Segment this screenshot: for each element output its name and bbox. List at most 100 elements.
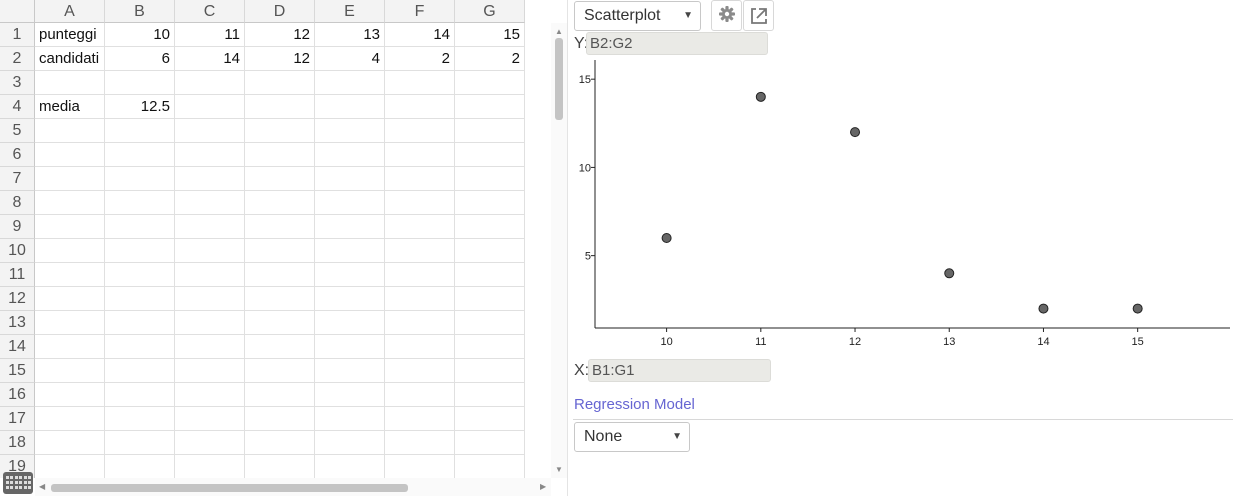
row-header-11[interactable]: 11 — [0, 263, 35, 287]
cell-g2[interactable]: 2 — [455, 47, 525, 71]
cell-f7[interactable] — [385, 167, 455, 191]
cell-a17[interactable] — [35, 407, 105, 431]
cell-d12[interactable] — [245, 287, 315, 311]
cell-c18[interactable] — [175, 431, 245, 455]
scroll-right-arrow-icon[interactable]: ▶ — [540, 482, 547, 491]
scroll-up-arrow-icon[interactable]: ▲ — [555, 27, 563, 36]
cell-e1[interactable]: 13 — [315, 23, 385, 47]
cell-d9[interactable] — [245, 215, 315, 239]
cell-a14[interactable] — [35, 335, 105, 359]
cell-a10[interactable] — [35, 239, 105, 263]
cell-b1[interactable]: 10 — [105, 23, 175, 47]
cell-d3[interactable] — [245, 71, 315, 95]
cell-c3[interactable] — [175, 71, 245, 95]
row-header-13[interactable]: 13 — [0, 311, 35, 335]
row-header-4[interactable]: 4 — [0, 95, 35, 119]
horizontal-scroll-thumb[interactable] — [51, 484, 408, 492]
cell-d1[interactable]: 12 — [245, 23, 315, 47]
cell-c4[interactable] — [175, 95, 245, 119]
cell-e16[interactable] — [315, 383, 385, 407]
cell-g14[interactable] — [455, 335, 525, 359]
cell-f19[interactable] — [385, 455, 455, 478]
vertical-scrollbar[interactable]: ▲ ▼ — [551, 23, 567, 478]
cell-d10[interactable] — [245, 239, 315, 263]
cell-c8[interactable] — [175, 191, 245, 215]
cell-e8[interactable] — [315, 191, 385, 215]
cell-e4[interactable] — [315, 95, 385, 119]
cell-b7[interactable] — [105, 167, 175, 191]
cell-a18[interactable] — [35, 431, 105, 455]
cell-e17[interactable] — [315, 407, 385, 431]
column-header-c[interactable]: C — [175, 0, 245, 23]
x-range-input[interactable]: B1:G1 — [588, 359, 771, 382]
column-header-e[interactable]: E — [315, 0, 385, 23]
cell-b4[interactable]: 12.5 — [105, 95, 175, 119]
cell-g9[interactable] — [455, 215, 525, 239]
cell-b18[interactable] — [105, 431, 175, 455]
column-header-a[interactable]: A — [35, 0, 105, 23]
cell-f13[interactable] — [385, 311, 455, 335]
cell-b12[interactable] — [105, 287, 175, 311]
cell-d5[interactable] — [245, 119, 315, 143]
cell-f8[interactable] — [385, 191, 455, 215]
row-header-15[interactable]: 15 — [0, 359, 35, 383]
cell-g19[interactable] — [455, 455, 525, 478]
scroll-down-arrow-icon[interactable]: ▼ — [555, 465, 563, 474]
cell-e13[interactable] — [315, 311, 385, 335]
cell-d13[interactable] — [245, 311, 315, 335]
cell-e12[interactable] — [315, 287, 385, 311]
cell-c9[interactable] — [175, 215, 245, 239]
cell-c13[interactable] — [175, 311, 245, 335]
cell-g15[interactable] — [455, 359, 525, 383]
cell-b16[interactable] — [105, 383, 175, 407]
cell-e19[interactable] — [315, 455, 385, 478]
row-header-9[interactable]: 9 — [0, 215, 35, 239]
row-header-3[interactable]: 3 — [0, 71, 35, 95]
column-header-g[interactable]: G — [455, 0, 525, 23]
cell-d11[interactable] — [245, 263, 315, 287]
cell-f2[interactable]: 2 — [385, 47, 455, 71]
cell-c5[interactable] — [175, 119, 245, 143]
cell-d16[interactable] — [245, 383, 315, 407]
cell-g10[interactable] — [455, 239, 525, 263]
cell-g18[interactable] — [455, 431, 525, 455]
column-header-d[interactable]: D — [245, 0, 315, 23]
cell-b8[interactable] — [105, 191, 175, 215]
cell-c2[interactable]: 14 — [175, 47, 245, 71]
cell-a2[interactable]: candidati — [35, 47, 105, 71]
cell-c11[interactable] — [175, 263, 245, 287]
row-header-5[interactable]: 5 — [0, 119, 35, 143]
cell-g11[interactable] — [455, 263, 525, 287]
cell-b13[interactable] — [105, 311, 175, 335]
cell-f14[interactable] — [385, 335, 455, 359]
cell-b6[interactable] — [105, 143, 175, 167]
column-header-b[interactable]: B — [105, 0, 175, 23]
row-header-14[interactable]: 14 — [0, 335, 35, 359]
cell-c6[interactable] — [175, 143, 245, 167]
cell-c14[interactable] — [175, 335, 245, 359]
spreadsheet[interactable]: A B C D E F G 1 punteggi 10 11 12 13 14 15 2 candidati 6 1… — [0, 0, 567, 496]
cell-g12[interactable] — [455, 287, 525, 311]
cell-c15[interactable] — [175, 359, 245, 383]
cell-d2[interactable]: 12 — [245, 47, 315, 71]
cell-f1[interactable]: 14 — [385, 23, 455, 47]
cell-f15[interactable] — [385, 359, 455, 383]
cell-d15[interactable] — [245, 359, 315, 383]
row-header-7[interactable]: 7 — [0, 167, 35, 191]
cell-d6[interactable] — [245, 143, 315, 167]
cell-e15[interactable] — [315, 359, 385, 383]
cell-b15[interactable] — [105, 359, 175, 383]
cell-a13[interactable] — [35, 311, 105, 335]
cell-d4[interactable] — [245, 95, 315, 119]
cell-b2[interactable]: 6 — [105, 47, 175, 71]
cell-c10[interactable] — [175, 239, 245, 263]
cell-c12[interactable] — [175, 287, 245, 311]
cell-a7[interactable] — [35, 167, 105, 191]
cell-b11[interactable] — [105, 263, 175, 287]
cell-f5[interactable] — [385, 119, 455, 143]
cell-a19[interactable] — [35, 455, 105, 478]
row-header-6[interactable]: 6 — [0, 143, 35, 167]
row-header-17[interactable]: 17 — [0, 407, 35, 431]
cell-g8[interactable] — [455, 191, 525, 215]
cell-d19[interactable] — [245, 455, 315, 478]
